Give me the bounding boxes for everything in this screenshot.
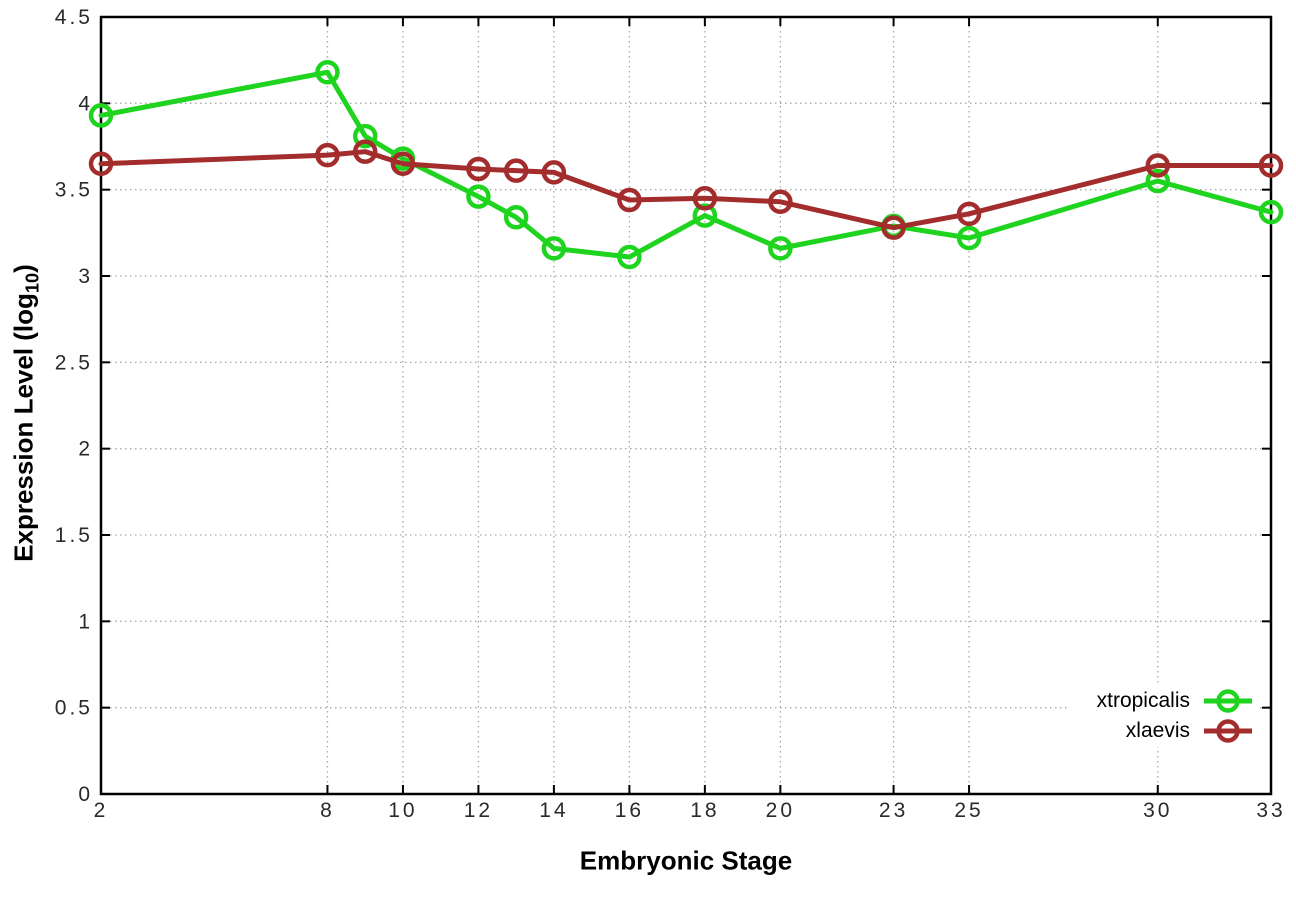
series-xlaevis xyxy=(88,139,1284,240)
data-point-xlaevis xyxy=(466,156,491,182)
svg-text:14: 14 xyxy=(539,799,568,822)
legend-label-xtropicalis: xtropicalis xyxy=(1096,689,1190,712)
data-point-xtropicalis xyxy=(352,123,378,149)
svg-text:8: 8 xyxy=(320,799,335,822)
data-point-xlaevis xyxy=(881,215,906,240)
plot-border xyxy=(99,15,1273,796)
svg-text:3: 3 xyxy=(78,265,93,288)
legend-sample-line-icon xyxy=(1204,689,1252,713)
svg-text:0: 0 xyxy=(78,783,93,806)
data-point-xtropicalis xyxy=(956,225,982,251)
data-point-xtropicalis xyxy=(617,244,642,270)
legend-sample-line-icon xyxy=(1204,719,1252,743)
svg-text:1: 1 xyxy=(78,610,93,633)
data-point-xlaevis xyxy=(1145,153,1171,178)
svg-text:4.5: 4.5 xyxy=(55,6,93,29)
data-point-xlaevis xyxy=(390,151,416,177)
data-point-xlaevis xyxy=(768,189,793,215)
y-axis-title: Expression Level (log10) xyxy=(8,264,43,562)
legend: xtropicalis xlaevis xyxy=(1066,685,1260,747)
data-point-xtropicalis xyxy=(1145,168,1171,194)
y-axis-title-subscript: 10 xyxy=(22,272,43,294)
svg-text:2: 2 xyxy=(78,438,93,461)
data-point-xtropicalis xyxy=(503,205,529,230)
data-point-xlaevis xyxy=(617,187,642,213)
svg-text:4: 4 xyxy=(78,92,93,115)
svg-text:33: 33 xyxy=(1256,799,1285,822)
tick-marks xyxy=(100,16,1272,795)
svg-text:3.5: 3.5 xyxy=(55,179,93,202)
legend-item-xlaevis: xlaevis xyxy=(1097,716,1254,746)
data-point-xlaevis xyxy=(692,186,718,211)
legend-label-xlaevis: xlaevis xyxy=(1125,719,1190,742)
data-point-xlaevis xyxy=(352,139,378,164)
svg-text:0.5: 0.5 xyxy=(55,697,93,720)
data-point-xlaevis xyxy=(1258,153,1284,178)
svg-text:25: 25 xyxy=(954,799,983,822)
svg-text:10: 10 xyxy=(388,799,417,822)
series-xtropicalis xyxy=(88,60,1284,270)
data-point-xlaevis xyxy=(503,158,529,183)
svg-text:2.5: 2.5 xyxy=(55,351,93,374)
data-point-xlaevis xyxy=(956,201,982,227)
svg-text:16: 16 xyxy=(615,799,644,822)
gridlines xyxy=(100,26,1272,785)
svg-text:12: 12 xyxy=(464,799,493,822)
data-point-xtropicalis xyxy=(1258,199,1284,225)
y-axis-title-text: Expression Level (log xyxy=(8,293,39,562)
y-axis-title-close: ) xyxy=(8,264,39,273)
svg-text:2: 2 xyxy=(94,799,109,822)
svg-text:23: 23 xyxy=(879,799,908,822)
data-point-xlaevis xyxy=(541,160,567,185)
tick-labels: 2 8 10 12 14 16 18 20 23 25 30 33 0 0.5 1 1.5 2 2.5 3 3.5 4 4… xyxy=(55,6,1285,822)
svg-text:30: 30 xyxy=(1143,799,1172,822)
svg-text:18: 18 xyxy=(690,799,719,822)
data-point-xtropicalis xyxy=(315,60,340,85)
svg-text:1.5: 1.5 xyxy=(55,524,93,547)
data-point-xtropicalis xyxy=(692,203,718,228)
data-point-xtropicalis xyxy=(88,103,114,128)
svg-text:20: 20 xyxy=(766,799,795,822)
data-point-xtropicalis xyxy=(541,236,567,261)
data-point-xtropicalis xyxy=(768,236,793,261)
data-point-xlaevis xyxy=(315,142,340,168)
data-point-xtropicalis xyxy=(466,184,491,209)
x-axis-title: Embryonic Stage xyxy=(579,845,793,876)
legend-item-xtropicalis: xtropicalis xyxy=(1097,686,1254,716)
data-point-xlaevis xyxy=(88,151,114,177)
